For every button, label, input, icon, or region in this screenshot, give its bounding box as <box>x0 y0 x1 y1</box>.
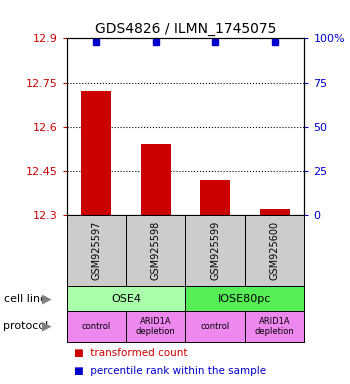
Text: cell line: cell line <box>4 293 47 304</box>
Bar <box>200 180 230 215</box>
Bar <box>66 286 186 311</box>
Text: ▶: ▶ <box>42 320 52 333</box>
Bar <box>81 91 111 215</box>
Text: GSM925600: GSM925600 <box>270 221 280 280</box>
Bar <box>260 209 290 215</box>
Bar <box>245 311 304 342</box>
Bar <box>66 311 126 342</box>
Bar <box>245 215 304 286</box>
Text: ■  transformed count: ■ transformed count <box>74 348 187 358</box>
Text: ■  percentile rank within the sample: ■ percentile rank within the sample <box>74 366 266 376</box>
Text: GSM925599: GSM925599 <box>210 221 220 280</box>
Text: ▶: ▶ <box>42 292 52 305</box>
Bar <box>66 215 126 286</box>
Text: ARID1A
depletion: ARID1A depletion <box>255 317 295 336</box>
Text: IOSE80pc: IOSE80pc <box>218 293 272 304</box>
Bar <box>126 215 186 286</box>
Text: OSE4: OSE4 <box>111 293 141 304</box>
Title: GDS4826 / ILMN_1745075: GDS4826 / ILMN_1745075 <box>95 22 276 36</box>
Bar <box>141 144 171 215</box>
Text: GSM925598: GSM925598 <box>151 221 161 280</box>
Text: protocol: protocol <box>4 321 49 331</box>
Bar <box>186 311 245 342</box>
Bar <box>186 286 304 311</box>
Text: GSM925597: GSM925597 <box>91 221 101 280</box>
Text: control: control <box>201 322 230 331</box>
Text: control: control <box>82 322 111 331</box>
Bar <box>186 215 245 286</box>
Text: ARID1A
depletion: ARID1A depletion <box>136 317 176 336</box>
Bar <box>126 311 186 342</box>
